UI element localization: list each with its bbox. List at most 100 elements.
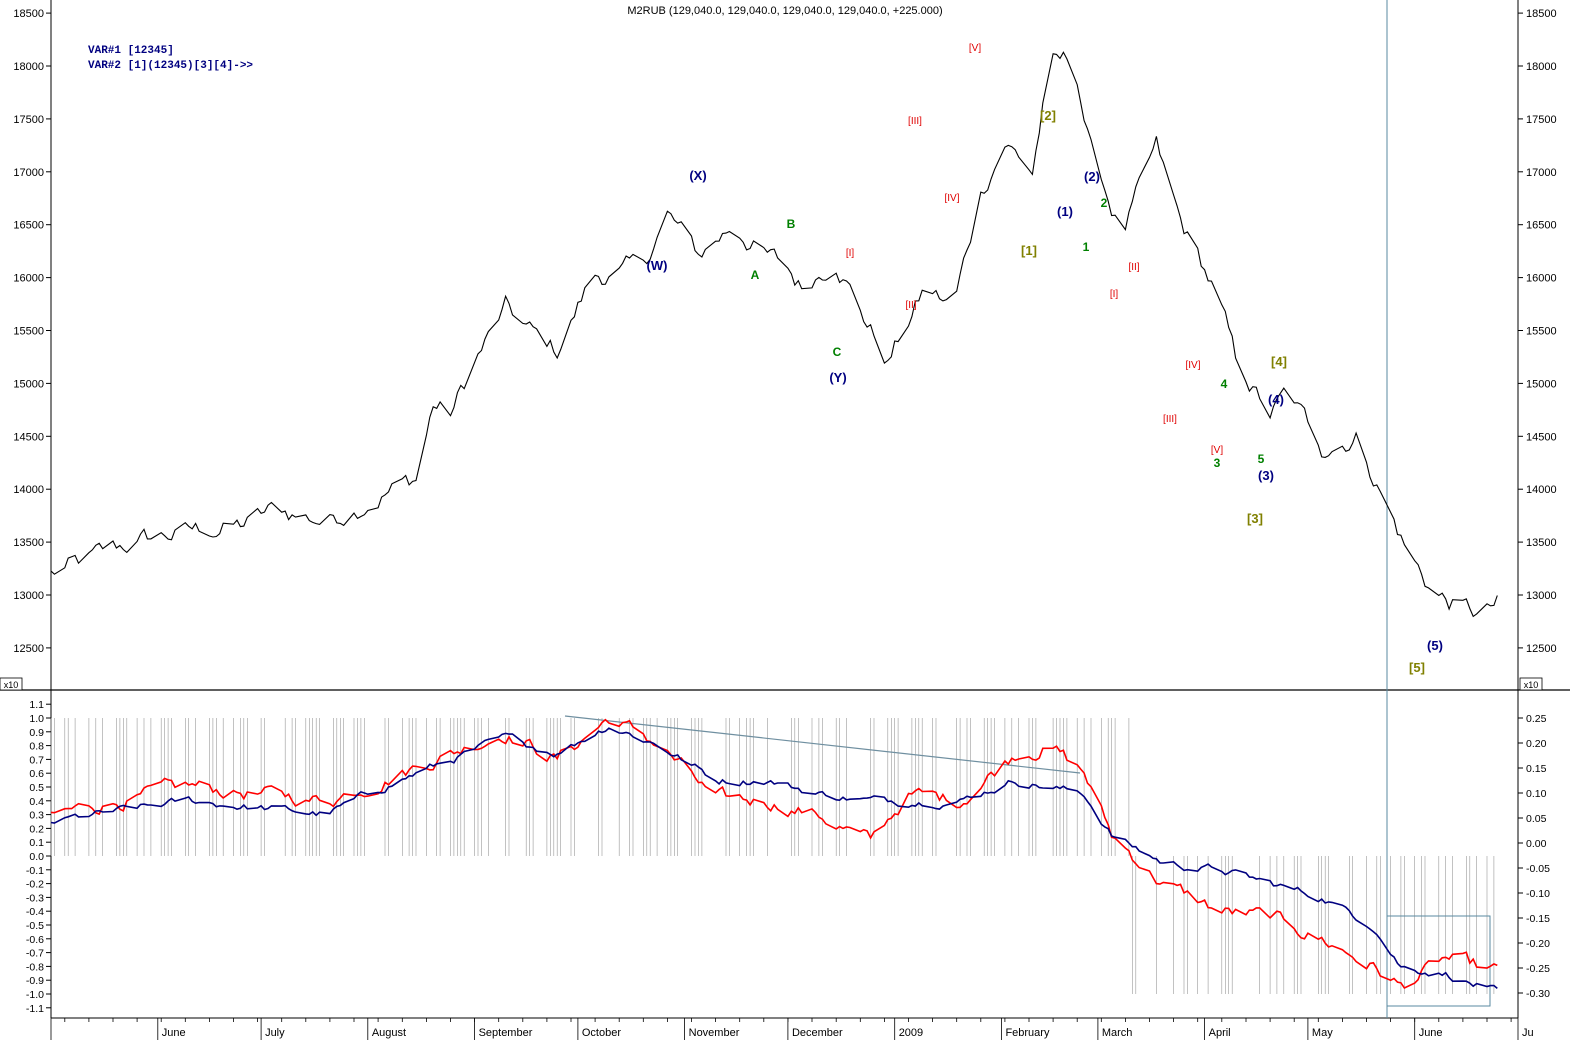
x-tick-label: October: [582, 1027, 621, 1039]
ind-ytick-label-left: -0.7: [26, 948, 44, 960]
price-ytick-label-left: 15000: [13, 378, 44, 390]
ind-ytick-label-left: -0.8: [26, 961, 44, 973]
x-tick-label: November: [689, 1027, 740, 1039]
wave-labels: (W) (X) A B C (Y) [I] [II] [III] [IV] [V] [1] [2] (1)…: [647, 43, 1443, 675]
price-ytick-label-left: 15500: [13, 326, 44, 338]
price-ytick-label-left: 18000: [13, 61, 44, 73]
wave-label: 3: [1214, 456, 1221, 470]
ind-ytick-label-left: -0.5: [26, 920, 44, 932]
price-ytick-label-right: 18000: [1526, 61, 1557, 73]
chart-title: M2RUB (129,040.0, 129,040.0, 129,040.0, …: [627, 5, 942, 17]
ind-ytick-label-left: 0.3: [29, 810, 44, 822]
indicator-y-axis: 1.1 1.0 0.9 0.80.7 0.6 0.5 0.4 0.30.2 0.1 0.0 -0.1…: [26, 699, 1550, 1015]
ind-ytick-label-right: 0.15: [1526, 763, 1547, 775]
indicator-highlight-box: [1386, 915, 1491, 1007]
x-tick-label: August: [372, 1027, 406, 1039]
wave-label: [1]: [1021, 243, 1037, 258]
price-ytick-label-right: 17000: [1526, 167, 1557, 179]
x-tick-label: September: [479, 1027, 533, 1039]
price-ytick-label-right: 12500: [1526, 643, 1557, 655]
wave-label: 5: [1258, 452, 1265, 466]
wave-label: [3]: [1247, 511, 1263, 526]
ind-ytick-label-left: -0.6: [26, 934, 44, 946]
x-axis: June July August September October November De…: [50, 1018, 1534, 1040]
scale-marker-right: x10: [1524, 680, 1539, 690]
ind-ytick-label-left: -0.2: [26, 879, 44, 891]
price-ytick-label-left: 12500: [13, 643, 44, 655]
price-ytick-label-left: 17000: [13, 167, 44, 179]
price-ytick-label-right: 13500: [1526, 537, 1557, 549]
price-ytick-label-left: 14000: [13, 484, 44, 496]
ind-ytick-label-left: 1.1: [29, 699, 44, 711]
x-tick-label: March: [1102, 1027, 1133, 1039]
ind-ytick-label-left: -0.1: [26, 865, 44, 877]
ind-ytick-label-left: 1.0: [29, 713, 44, 725]
price-ytick-label-right: 14000: [1526, 484, 1557, 496]
x-tick-label: February: [1005, 1027, 1050, 1039]
ind-ytick-label-left: 0.5: [29, 782, 44, 794]
wave-label: [I]: [1110, 289, 1119, 300]
wave-label: [IV]: [944, 193, 959, 204]
ind-ytick-label-right: -0.25: [1526, 963, 1550, 975]
wave-label: [4]: [1271, 354, 1287, 369]
scale-marker-left: x10: [4, 680, 19, 690]
wave-label: 4: [1221, 377, 1228, 391]
ind-ytick-label-right: -0.20: [1526, 938, 1550, 950]
x-tick-label: June: [162, 1027, 186, 1039]
price-ytick-label-left: 18500: [13, 8, 44, 20]
wave-label: (2): [1084, 169, 1100, 184]
wave-label: [I]: [846, 248, 855, 259]
ind-ytick-label-left: 0.7: [29, 754, 44, 766]
ind-ytick-label-right: -0.05: [1526, 863, 1550, 875]
ind-ytick-label-left: 0.4: [29, 796, 44, 808]
price-ytick-label-right: 15000: [1526, 378, 1557, 390]
price-ytick-label-right: 13000: [1526, 590, 1557, 602]
price-ytick-label-right: 14500: [1526, 431, 1557, 443]
price-ytick-label-left: 16000: [13, 273, 44, 285]
ind-ytick-label-right: -0.30: [1526, 988, 1550, 1000]
price-series-line: [50, 51, 1498, 618]
x-tick-label: April: [1209, 1027, 1231, 1039]
scale-marker-right-box: [1519, 677, 1543, 691]
wave-label: [III]: [908, 116, 922, 127]
ind-ytick-label-left: -0.4: [26, 906, 44, 918]
wave-label: (5): [1427, 638, 1443, 653]
wave-label: (W): [647, 258, 668, 273]
ind-ytick-label-left: 0.8: [29, 741, 44, 753]
wave-label: A: [751, 268, 760, 282]
x-tick-label: December: [792, 1027, 843, 1039]
price-ytick-label-right: 16500: [1526, 220, 1557, 232]
ind-ytick-label-left: -1.0: [26, 989, 44, 1001]
ind-ytick-label-right: 0.05: [1526, 813, 1547, 825]
wave-label: [V]: [969, 43, 981, 54]
x-tick-label: July: [265, 1027, 285, 1039]
wave-label: [5]: [1409, 660, 1425, 675]
x-tick-label: May: [1312, 1027, 1333, 1039]
wave-label: [III]: [1163, 414, 1177, 425]
ind-ytick-label-left: 0.2: [29, 823, 44, 835]
indicator-bars: [50, 718, 1495, 994]
legend-var2: VAR#2 [1](12345)[3][4]->>: [88, 60, 253, 72]
ind-ytick-label-left: 0.9: [29, 727, 44, 739]
wave-label: [II]: [1128, 262, 1139, 273]
wave-label: B: [787, 217, 796, 231]
wave-label: 1: [1083, 240, 1090, 254]
wave-label: (4): [1268, 392, 1284, 407]
price-ytick-label-left: 13500: [13, 537, 44, 549]
wave-label: (X): [689, 168, 706, 183]
indicator-trendline: [564, 715, 1081, 774]
ind-ytick-label-right: 0.25: [1526, 713, 1547, 725]
ind-ytick-label-left: -0.3: [26, 892, 44, 904]
ind-ytick-label-right: -0.15: [1526, 913, 1550, 925]
wave-label: (3): [1258, 468, 1274, 483]
price-ytick-label-left: 14500: [13, 431, 44, 443]
wave-label: C: [833, 345, 842, 359]
ind-ytick-label-left: 0.0: [29, 851, 44, 863]
x-tick-label: 2009: [899, 1027, 923, 1039]
ind-ytick-label-right: 0.20: [1526, 738, 1547, 750]
price-ytick-label-left: 13000: [13, 590, 44, 602]
wave-label: [2]: [1040, 108, 1056, 123]
ind-ytick-label-right: 0.10: [1526, 788, 1547, 800]
